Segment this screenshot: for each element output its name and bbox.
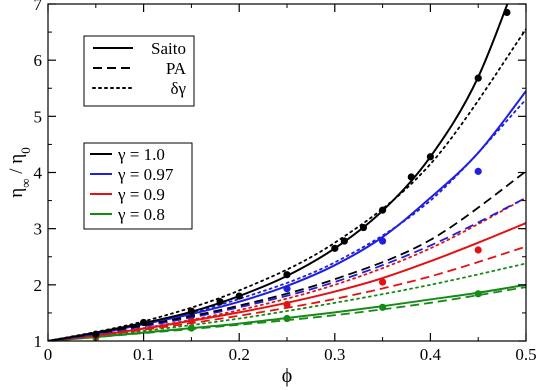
series-pa-line-gamma-1_0 [48, 170, 526, 341]
series-layer [48, 4, 526, 341]
data-point-gamma-1_0 [426, 153, 434, 161]
color-legend-label: γ = 0.8 [117, 205, 165, 224]
data-point-gamma-0_8 [379, 303, 387, 311]
data-point-gamma-0_8 [187, 324, 195, 332]
y-tick-label: 2 [34, 276, 43, 295]
data-point-gamma-1_0 [474, 74, 482, 82]
data-point-gamma-1_0 [140, 318, 148, 327]
y-tick-label: 3 [34, 220, 43, 239]
data-point-gamma-0_9 [187, 317, 195, 325]
x-axis-label: ϕ [282, 365, 293, 387]
y-tick-label: 6 [34, 51, 43, 70]
data-point-gamma-0_8 [283, 314, 291, 323]
series-saito-line-gamma-1_0 [48, 4, 509, 341]
data-point-gamma-1_0 [407, 173, 415, 181]
style-legend-label: δγ [170, 79, 186, 98]
series-dg-line-gamma-0_97 [48, 98, 526, 341]
color-legend-label: γ = 0.97 [117, 165, 174, 184]
y-axis-label-sub1: ∞ [18, 179, 33, 188]
data-point-gamma-0_97 [283, 285, 291, 293]
x-tick-label: 0.4 [420, 345, 442, 364]
data-point-gamma-1_0 [92, 330, 100, 338]
data-point-gamma-1_0 [216, 298, 224, 306]
style-legend-label: Saito [151, 39, 186, 58]
data-point-gamma-1_0 [187, 307, 195, 315]
style-legend-label: PA [166, 59, 187, 78]
data-point-gamma-1_0 [359, 223, 368, 232]
data-point-gamma-1_0 [340, 237, 348, 245]
data-point-gamma-0_9 [283, 300, 291, 309]
tick-layer: 0 0.1 0.2 0.3 0.4 0.5 1 2 3 4 5 6 7 [34, 0, 537, 364]
y-axis-label-sep: / η [6, 154, 27, 179]
data-point-gamma-1_0 [235, 292, 243, 300]
series-dg-line-gamma-0_8 [48, 262, 526, 341]
data-point-gamma-1_0 [283, 271, 291, 279]
color-legend: γ = 1.0γ = 0.97γ = 0.9γ = 0.8 [83, 142, 193, 230]
y-tick-label: 1 [34, 332, 43, 351]
y-axis-label-sub2: 0 [18, 147, 33, 154]
x-tick-label: 0.3 [324, 345, 345, 364]
y-tick-label: 7 [34, 0, 43, 14]
data-point-gamma-1_0 [379, 206, 387, 214]
data-point-gamma-0_9 [379, 278, 387, 286]
y-tick-label: 5 [34, 107, 43, 126]
data-point-gamma-0_97 [379, 237, 387, 245]
x-tick-label: 0 [44, 345, 53, 364]
y-tick-label: 4 [34, 164, 43, 183]
y-axis-label-main: η [6, 188, 27, 198]
color-legend-label: γ = 1.0 [117, 145, 165, 164]
data-point-gamma-0_9 [474, 246, 482, 254]
series-pa-line-gamma-0_97 [48, 196, 526, 341]
y-axis-label: η∞ / η0 [6, 147, 33, 197]
data-point-gamma-1_0 [331, 244, 339, 252]
x-tick-label: 0.2 [229, 345, 250, 364]
data-point-gamma-0_8 [474, 290, 482, 298]
color-legend-label: γ = 0.9 [117, 185, 165, 204]
data-point-gamma-0_97 [474, 167, 482, 175]
data-point-gamma-1_0 [503, 8, 511, 17]
x-tick-label: 0.1 [133, 345, 154, 364]
x-tick-label: 0.5 [515, 345, 536, 364]
